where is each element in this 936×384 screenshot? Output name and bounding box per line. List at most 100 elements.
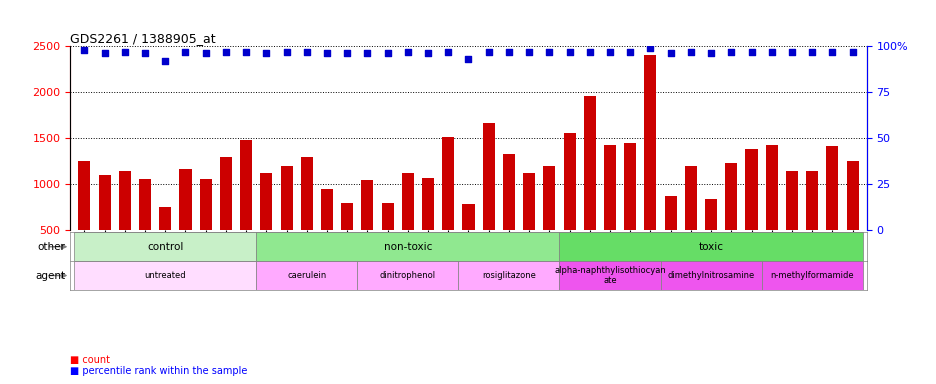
Bar [563, 133, 575, 276]
Bar [684, 166, 696, 276]
Point [703, 50, 718, 56]
Point [642, 45, 657, 51]
Bar [421, 178, 433, 276]
Point [764, 48, 779, 55]
Bar [240, 140, 252, 276]
Point [682, 48, 697, 55]
Bar [805, 171, 817, 276]
Point [622, 48, 637, 55]
Bar [260, 173, 272, 276]
Point [279, 48, 294, 55]
Text: GDS2261 / 1388905_at: GDS2261 / 1388905_at [70, 32, 215, 45]
Text: ■ percentile rank within the sample: ■ percentile rank within the sample [70, 366, 247, 376]
Text: control: control [147, 242, 183, 252]
Bar [361, 180, 373, 276]
Point [723, 48, 738, 55]
Text: rosiglitazone: rosiglitazone [481, 271, 535, 280]
Bar [79, 161, 91, 276]
Point [541, 48, 556, 55]
Bar [199, 179, 212, 276]
Point [178, 48, 193, 55]
Point [420, 50, 435, 56]
Point [501, 48, 516, 55]
Point [461, 56, 475, 62]
Bar [402, 173, 414, 276]
Text: toxic: toxic [698, 242, 723, 252]
Bar [256, 261, 357, 290]
Point [299, 48, 314, 55]
Point [783, 48, 798, 55]
Text: alpha-naphthylisothiocyan
ate: alpha-naphthylisothiocyan ate [553, 266, 665, 285]
Bar [341, 203, 353, 276]
Bar [522, 173, 534, 276]
Bar [179, 169, 191, 276]
Bar [357, 261, 458, 290]
Point [481, 48, 496, 55]
Point [562, 48, 577, 55]
Point [359, 50, 374, 56]
Bar [623, 143, 636, 276]
Bar [381, 203, 393, 276]
Bar [845, 161, 857, 276]
Bar [74, 261, 256, 290]
Point [340, 50, 355, 56]
Point [804, 48, 819, 55]
Point [97, 50, 112, 56]
Point [602, 48, 617, 55]
Bar [543, 166, 555, 276]
Bar [604, 145, 615, 276]
Bar [826, 146, 838, 276]
Point [844, 48, 859, 55]
Text: dinitrophenol: dinitrophenol [379, 271, 435, 280]
Bar [458, 261, 559, 290]
Bar [442, 137, 454, 276]
Text: dimethylnitrosamine: dimethylnitrosamine [666, 271, 753, 280]
Text: agent: agent [36, 270, 66, 281]
Point [824, 48, 839, 55]
Bar [664, 196, 676, 276]
Bar [300, 157, 313, 276]
Point [380, 50, 395, 56]
Point [77, 47, 92, 53]
Bar [220, 157, 232, 276]
Point [258, 50, 273, 56]
Point [400, 48, 415, 55]
Bar [724, 163, 737, 276]
Bar [462, 204, 474, 276]
Text: other: other [37, 242, 66, 252]
Point [198, 50, 213, 56]
Bar [765, 145, 777, 276]
Bar [745, 149, 757, 276]
Point [157, 58, 172, 64]
Point [239, 48, 254, 55]
Bar [559, 232, 862, 261]
Bar [785, 171, 797, 276]
Bar [583, 96, 595, 276]
Text: non-toxic: non-toxic [383, 242, 431, 252]
Text: caerulein: caerulein [286, 271, 326, 280]
Bar [256, 232, 559, 261]
Text: ■ count: ■ count [70, 355, 110, 365]
Text: n-methylformamide: n-methylformamide [769, 271, 853, 280]
Point [117, 48, 132, 55]
Bar [482, 124, 494, 276]
Point [319, 50, 334, 56]
Bar [321, 189, 332, 276]
Bar [644, 55, 656, 276]
Bar [704, 199, 716, 276]
Bar [119, 171, 131, 276]
Point [138, 50, 153, 56]
Bar [503, 154, 515, 276]
Bar [280, 166, 292, 276]
Bar [139, 179, 151, 276]
Bar [761, 261, 862, 290]
Point [743, 48, 758, 55]
Bar [159, 207, 171, 276]
Point [521, 48, 536, 55]
Bar [660, 261, 761, 290]
Point [581, 48, 596, 55]
Point [440, 48, 455, 55]
Bar [74, 232, 256, 261]
Text: untreated: untreated [144, 271, 186, 280]
Point [218, 48, 233, 55]
